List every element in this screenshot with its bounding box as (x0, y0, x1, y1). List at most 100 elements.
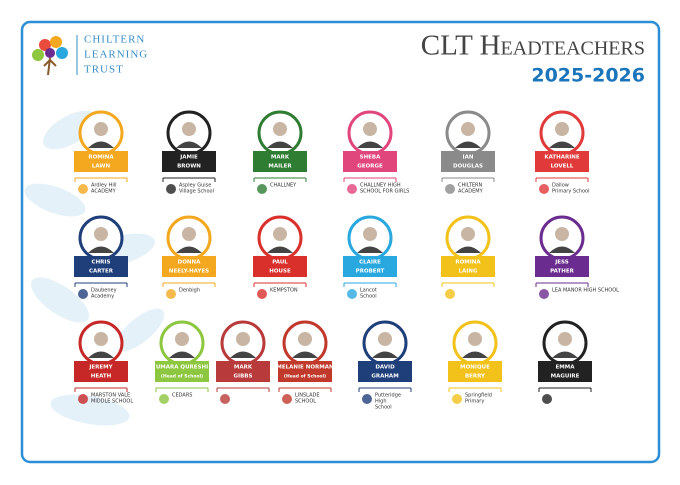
person-card: EMMA MAGUIRE (538, 320, 592, 404)
school-name: LINSLADE (295, 393, 320, 399)
org-name: Chiltern (84, 34, 145, 46)
person-card: JESS PATHER LEA MANOR HIGH SCHOOL (535, 215, 619, 299)
school-name: CHALLNEY (270, 183, 297, 189)
photo-head (555, 122, 569, 136)
school-crest (347, 289, 357, 299)
school-name: Aspley Guise (179, 183, 211, 189)
photo-head (363, 122, 377, 136)
logo-icon (32, 36, 68, 76)
school-name: Village School (179, 189, 214, 195)
name-label (538, 361, 592, 382)
person-name: UMARA QURESHI (156, 365, 208, 371)
school-name: High (375, 399, 387, 405)
school-name: School (375, 405, 392, 411)
person-name: LAWN (92, 164, 111, 170)
school-crest (282, 394, 292, 404)
photo-body (462, 351, 488, 358)
person-name: GRAHAM (371, 374, 398, 380)
photo-body (357, 246, 383, 253)
person-name: MELANIE NORMAN (276, 365, 334, 371)
photo-body (455, 246, 481, 253)
person-name: DONNA (178, 260, 201, 266)
person-name: MONIQUE (460, 365, 490, 371)
person-name: PROBERT (356, 269, 385, 275)
person-card: MARK MAILER CHALLNEY (253, 110, 307, 194)
person-card: MARK GIBBS (216, 320, 270, 404)
school-crest (362, 394, 372, 404)
school-name: Ardley Hill (91, 183, 117, 189)
school-name: School (360, 294, 377, 300)
photo-head (555, 227, 569, 241)
name-label (441, 151, 495, 172)
school-crest (445, 184, 455, 194)
school-crest (542, 394, 552, 404)
school-name: CHALLNEY HIGH (360, 183, 401, 189)
school-crest (166, 289, 176, 299)
photo-head (461, 227, 475, 241)
person-name: SHEBA (360, 155, 382, 161)
school-name: MARSTON VALE (91, 393, 130, 399)
photo-body (88, 351, 114, 358)
person-name: CLAIRE (359, 260, 381, 266)
name-label (343, 256, 397, 277)
person-card: UMARA QURESHI (Head of School) CEDARS (155, 320, 209, 404)
school-crest (347, 184, 357, 194)
school-name: KEMPSTON (270, 288, 298, 294)
name-label (74, 151, 128, 172)
person-name: CHRIS (92, 260, 111, 266)
person-name: MAILER (268, 164, 292, 170)
person-name: MARK (234, 365, 253, 371)
photo-head (363, 227, 377, 241)
person-name: PAUL (272, 260, 288, 266)
photo-body (267, 246, 293, 253)
person-name: IAN (463, 155, 474, 161)
person-name: BERRY (465, 374, 486, 380)
school-name: Denbigh (179, 288, 200, 294)
school-name: ACADEMY (458, 189, 484, 195)
photo-body (357, 141, 383, 148)
person-card: ROMINA LAING (441, 215, 495, 299)
school-name: CEDARS (172, 393, 192, 399)
school-crest (257, 289, 267, 299)
photo-head (461, 122, 475, 136)
name-label (74, 361, 128, 382)
person-name: GEORGE (357, 164, 383, 170)
name-label (162, 151, 216, 172)
photo-head (378, 332, 392, 346)
school-name: LEA MANOR HIGH SCHOOL (552, 288, 619, 294)
person-name: EMMA (556, 365, 576, 371)
person-name: HEATH (91, 374, 112, 380)
photo-body (230, 351, 256, 358)
name-label (253, 151, 307, 172)
photo-head (236, 332, 250, 346)
name-label (448, 361, 502, 382)
photo-body (267, 141, 293, 148)
photo-head (94, 122, 108, 136)
person-name: CARTER (89, 269, 114, 275)
person-name: JAMIE (179, 155, 198, 161)
school-name: SCHOOL FOR GIRLS (360, 189, 409, 195)
school-crest (166, 184, 176, 194)
person-name: MARK (271, 155, 290, 161)
photo-head (175, 332, 189, 346)
person-name: KATHARINE (544, 155, 580, 161)
school-crest (78, 289, 88, 299)
photo-body (88, 141, 114, 148)
school-crest (220, 394, 230, 404)
person-name: NEELY-HAYES (169, 269, 209, 275)
school-crest (78, 394, 88, 404)
photo-body (88, 246, 114, 253)
name-label (74, 256, 128, 277)
name-label (278, 361, 332, 382)
school-name: Dallow (552, 183, 569, 189)
name-label (535, 256, 589, 277)
person-name: DAVID (375, 365, 395, 371)
person-name: HOUSE (269, 269, 291, 275)
